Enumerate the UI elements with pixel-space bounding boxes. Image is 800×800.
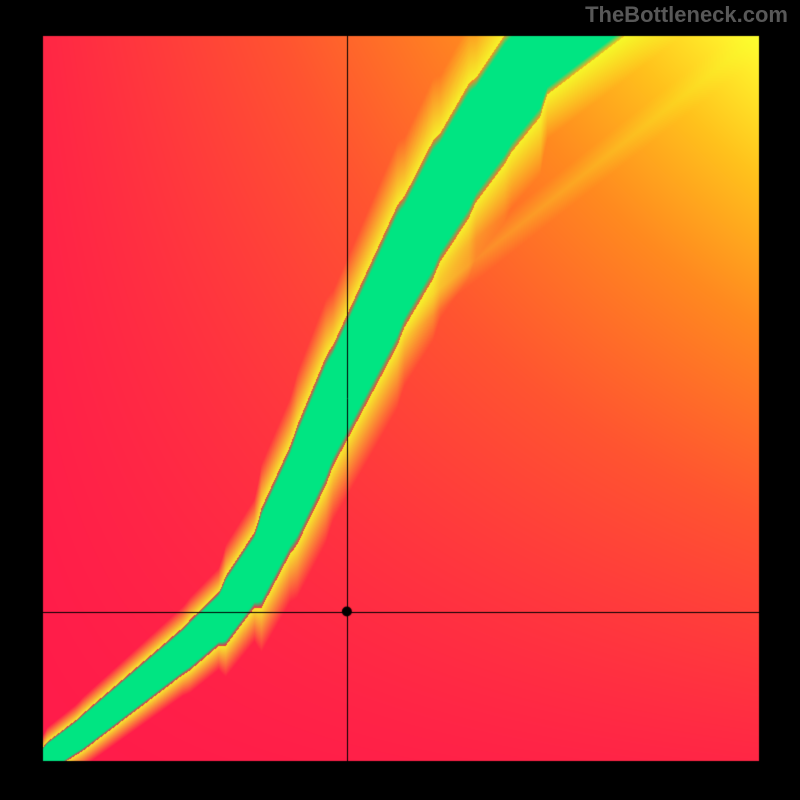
bottleneck-heatmap-canvas — [0, 0, 800, 800]
chart-container: TheBottleneck.com — [0, 0, 800, 800]
watermark-text: TheBottleneck.com — [585, 2, 788, 28]
